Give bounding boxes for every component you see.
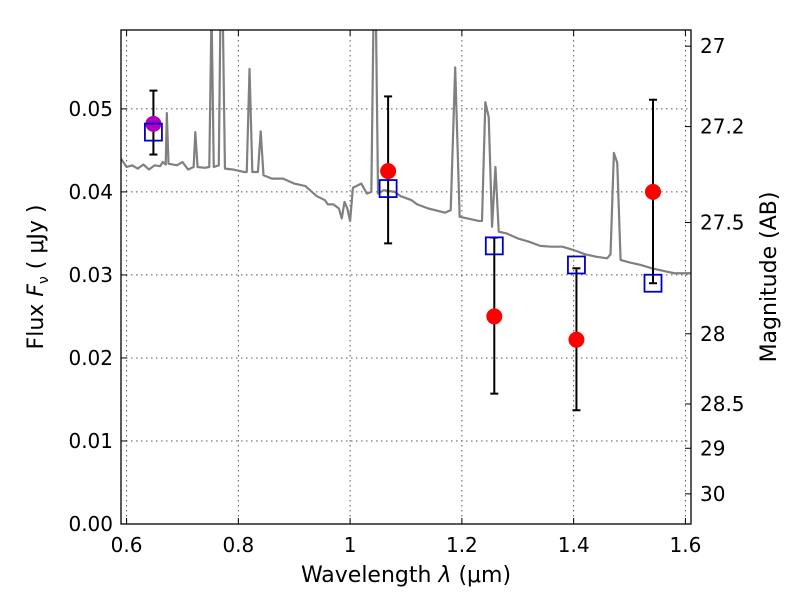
y-tick-label: 0.03 xyxy=(68,263,113,287)
x-axis-title: Wavelength λ (μm) xyxy=(301,563,511,588)
plot-background xyxy=(121,30,691,524)
y-tick-label: 0.00 xyxy=(68,512,113,536)
y-tick-label: 0.04 xyxy=(68,180,113,204)
x-tick-label: 0.6 xyxy=(111,533,143,557)
x-tick-label: 1.4 xyxy=(558,533,590,557)
y-tick-label: 0.01 xyxy=(68,429,113,453)
mag-tick-label: 27.2 xyxy=(700,115,745,139)
x-tick-label: 1.2 xyxy=(446,533,478,557)
spectrum-layer xyxy=(121,30,691,275)
x-tick-label: 1 xyxy=(344,533,357,557)
mag-tick-label: 28.5 xyxy=(700,392,745,416)
y-axis-title: Flux Fν ( μJy ) xyxy=(24,205,52,350)
tick-layer: 0.6 0.8 1 1.2 1.4 1.6 0.00 0.01 0.02 0.03 0.04 0.05… xyxy=(68,30,745,557)
y-tick-label: 0.05 xyxy=(68,97,113,121)
x-tick-label: 1.6 xyxy=(670,533,702,557)
mag-tick-label: 29 xyxy=(700,436,725,460)
mag-tick-label: 28 xyxy=(700,322,725,346)
model-point xyxy=(144,122,163,142)
mag-tick-label: 27 xyxy=(700,34,725,58)
model-point xyxy=(484,236,504,256)
model-point xyxy=(643,273,663,293)
data-point xyxy=(645,183,661,200)
model-point xyxy=(567,255,586,275)
right-axis-title: Magnitude (AB) xyxy=(757,192,782,363)
data-point xyxy=(486,308,503,325)
marker-layer xyxy=(144,115,663,348)
mag-tick-label: 30 xyxy=(700,482,725,506)
y-tick-label: 0.02 xyxy=(68,346,113,370)
plot-frame xyxy=(120,29,692,525)
mag-tick-label: 27.5 xyxy=(700,211,745,235)
model-point xyxy=(378,179,398,198)
spectrum-line xyxy=(121,30,691,275)
x-tick-label: 0.8 xyxy=(222,533,254,557)
data-point xyxy=(380,163,397,180)
data-point xyxy=(568,331,585,348)
